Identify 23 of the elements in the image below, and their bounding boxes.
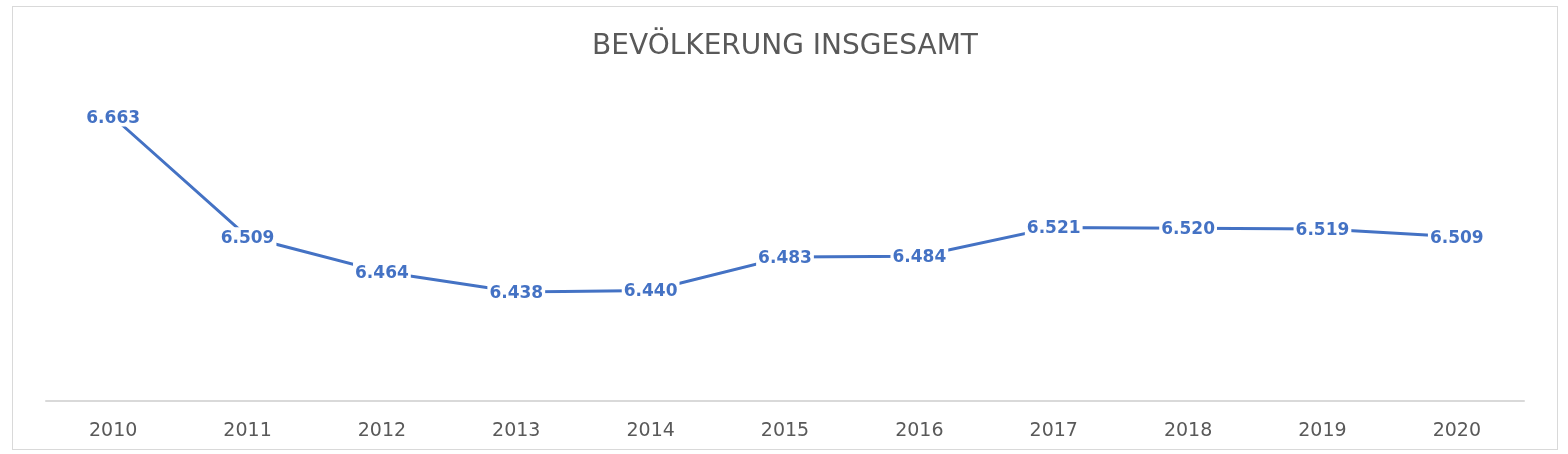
x-tick-label: 2013 bbox=[492, 417, 541, 440]
x-tick-label: 2014 bbox=[626, 417, 675, 440]
data-label: 6.509 bbox=[220, 226, 275, 247]
x-tick-label: 2017 bbox=[1029, 417, 1078, 440]
data-label: 6.519 bbox=[1295, 219, 1350, 239]
data-label: 6.438 bbox=[489, 282, 544, 302]
x-tick-label: 2012 bbox=[357, 417, 407, 440]
x-tick-label: 2015 bbox=[760, 417, 810, 440]
x-tick-label: 2020 bbox=[1432, 417, 1481, 440]
data-label: 6.440 bbox=[623, 280, 678, 301]
x-tick-label: 2010 bbox=[89, 417, 138, 440]
data-label: 6.520 bbox=[1161, 218, 1216, 239]
data-label: 6.509 bbox=[1429, 226, 1484, 247]
data-label: 6.483 bbox=[758, 247, 812, 267]
chart-title: BEVÖLKERUNG INSGESAMT bbox=[592, 26, 979, 61]
data-label: 6.521 bbox=[1026, 217, 1081, 238]
data-label: 6.663 bbox=[86, 107, 141, 127]
x-tick-label: 2011 bbox=[223, 417, 272, 440]
x-tick-label: 2016 bbox=[895, 417, 944, 440]
x-tick-label: 2018 bbox=[1163, 417, 1213, 440]
data-label: 6.484 bbox=[892, 246, 947, 267]
x-tick-label: 2019 bbox=[1298, 417, 1347, 440]
data-label: 6.464 bbox=[355, 261, 409, 282]
